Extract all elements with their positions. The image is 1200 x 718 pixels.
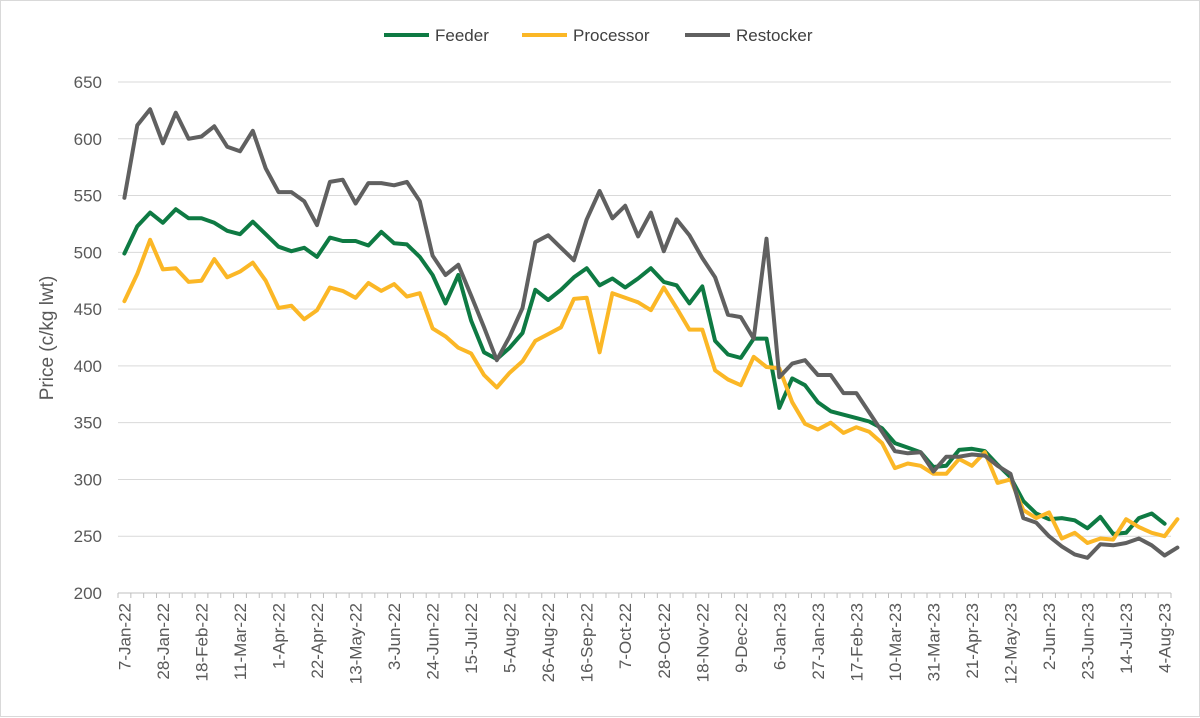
x-tick-label: 26-Aug-22: [539, 603, 558, 682]
y-tick-label: 500: [74, 243, 102, 262]
series-line-restocker: [122, 107, 1180, 560]
x-tick-label: 7-Jan-22: [115, 603, 134, 670]
y-axis-title: Price (c/kg lwt): [37, 276, 58, 401]
x-tick-label: 3-Jun-22: [385, 603, 404, 670]
x-tick-label: 18-Feb-22: [192, 603, 211, 681]
x-tick-label: 21-Apr-23: [963, 603, 982, 679]
x-tick-label: 5-Aug-22: [501, 603, 520, 673]
x-tick-label: 18-Nov-22: [693, 603, 712, 682]
y-tick-label: 200: [74, 584, 102, 603]
x-tick-label: 31-Mar-23: [924, 603, 943, 681]
x-tick-label: 14-Jul-23: [1117, 603, 1136, 674]
legend-label-processor: Processor: [573, 26, 650, 45]
y-axis-ticks: 200 250 300 350 400 450 500 550 600 650: [74, 73, 102, 603]
x-tick-label: 27-Jan-23: [809, 603, 828, 680]
x-tick-label: 28-Jan-22: [154, 603, 173, 680]
y-tick-label: 250: [74, 527, 102, 546]
x-tick-label: 24-Jun-22: [424, 603, 443, 680]
series-line-feeder: [122, 207, 1167, 536]
x-axis-ticks: 7-Jan-22 28-Jan-22 18-Feb-22 11-Mar-22 1-Apr…: [115, 593, 1175, 684]
x-tick-label: 4-Aug-23: [1156, 603, 1175, 673]
x-tick-label: 2-Jun-23: [1040, 603, 1059, 670]
x-tick-label: 23-Jun-23: [1079, 603, 1098, 680]
x-tick-label: 15-Jul-22: [462, 603, 481, 674]
series-lines: [122, 107, 1180, 560]
x-tick-label: 10-Mar-23: [886, 603, 905, 681]
x-tick-label: 1-Apr-22: [270, 603, 289, 669]
y-tick-label: 650: [74, 73, 102, 92]
x-tick-label: 17-Feb-23: [847, 603, 866, 681]
x-tick-label: 11-Mar-22: [231, 603, 250, 680]
x-tick-label: 16-Sep-22: [578, 603, 597, 682]
legend: Feeder Processor Restocker: [384, 26, 813, 45]
y-tick-label: 350: [74, 414, 102, 433]
x-tick-label: 6-Jan-23: [770, 603, 789, 670]
x-tick-label: 28-Oct-22: [655, 603, 674, 679]
y-tick-label: 550: [74, 187, 102, 206]
gridlines: [118, 81, 1171, 594]
x-tick-label: 9-Dec-22: [732, 603, 751, 673]
x-tick-label: 7-Oct-22: [616, 603, 635, 669]
y-tick-label: 300: [74, 470, 102, 489]
x-tick-label: 12-May-23: [1001, 603, 1020, 684]
y-tick-label: 450: [74, 300, 102, 319]
legend-label-restocker: Restocker: [736, 26, 813, 45]
x-tick-label: 22-Apr-22: [308, 603, 327, 679]
x-tick-label: 13-May-22: [347, 603, 366, 684]
y-tick-label: 400: [74, 357, 102, 376]
series-line-processor: [122, 237, 1180, 545]
legend-label-feeder: Feeder: [435, 26, 489, 45]
y-tick-label: 600: [74, 130, 102, 149]
